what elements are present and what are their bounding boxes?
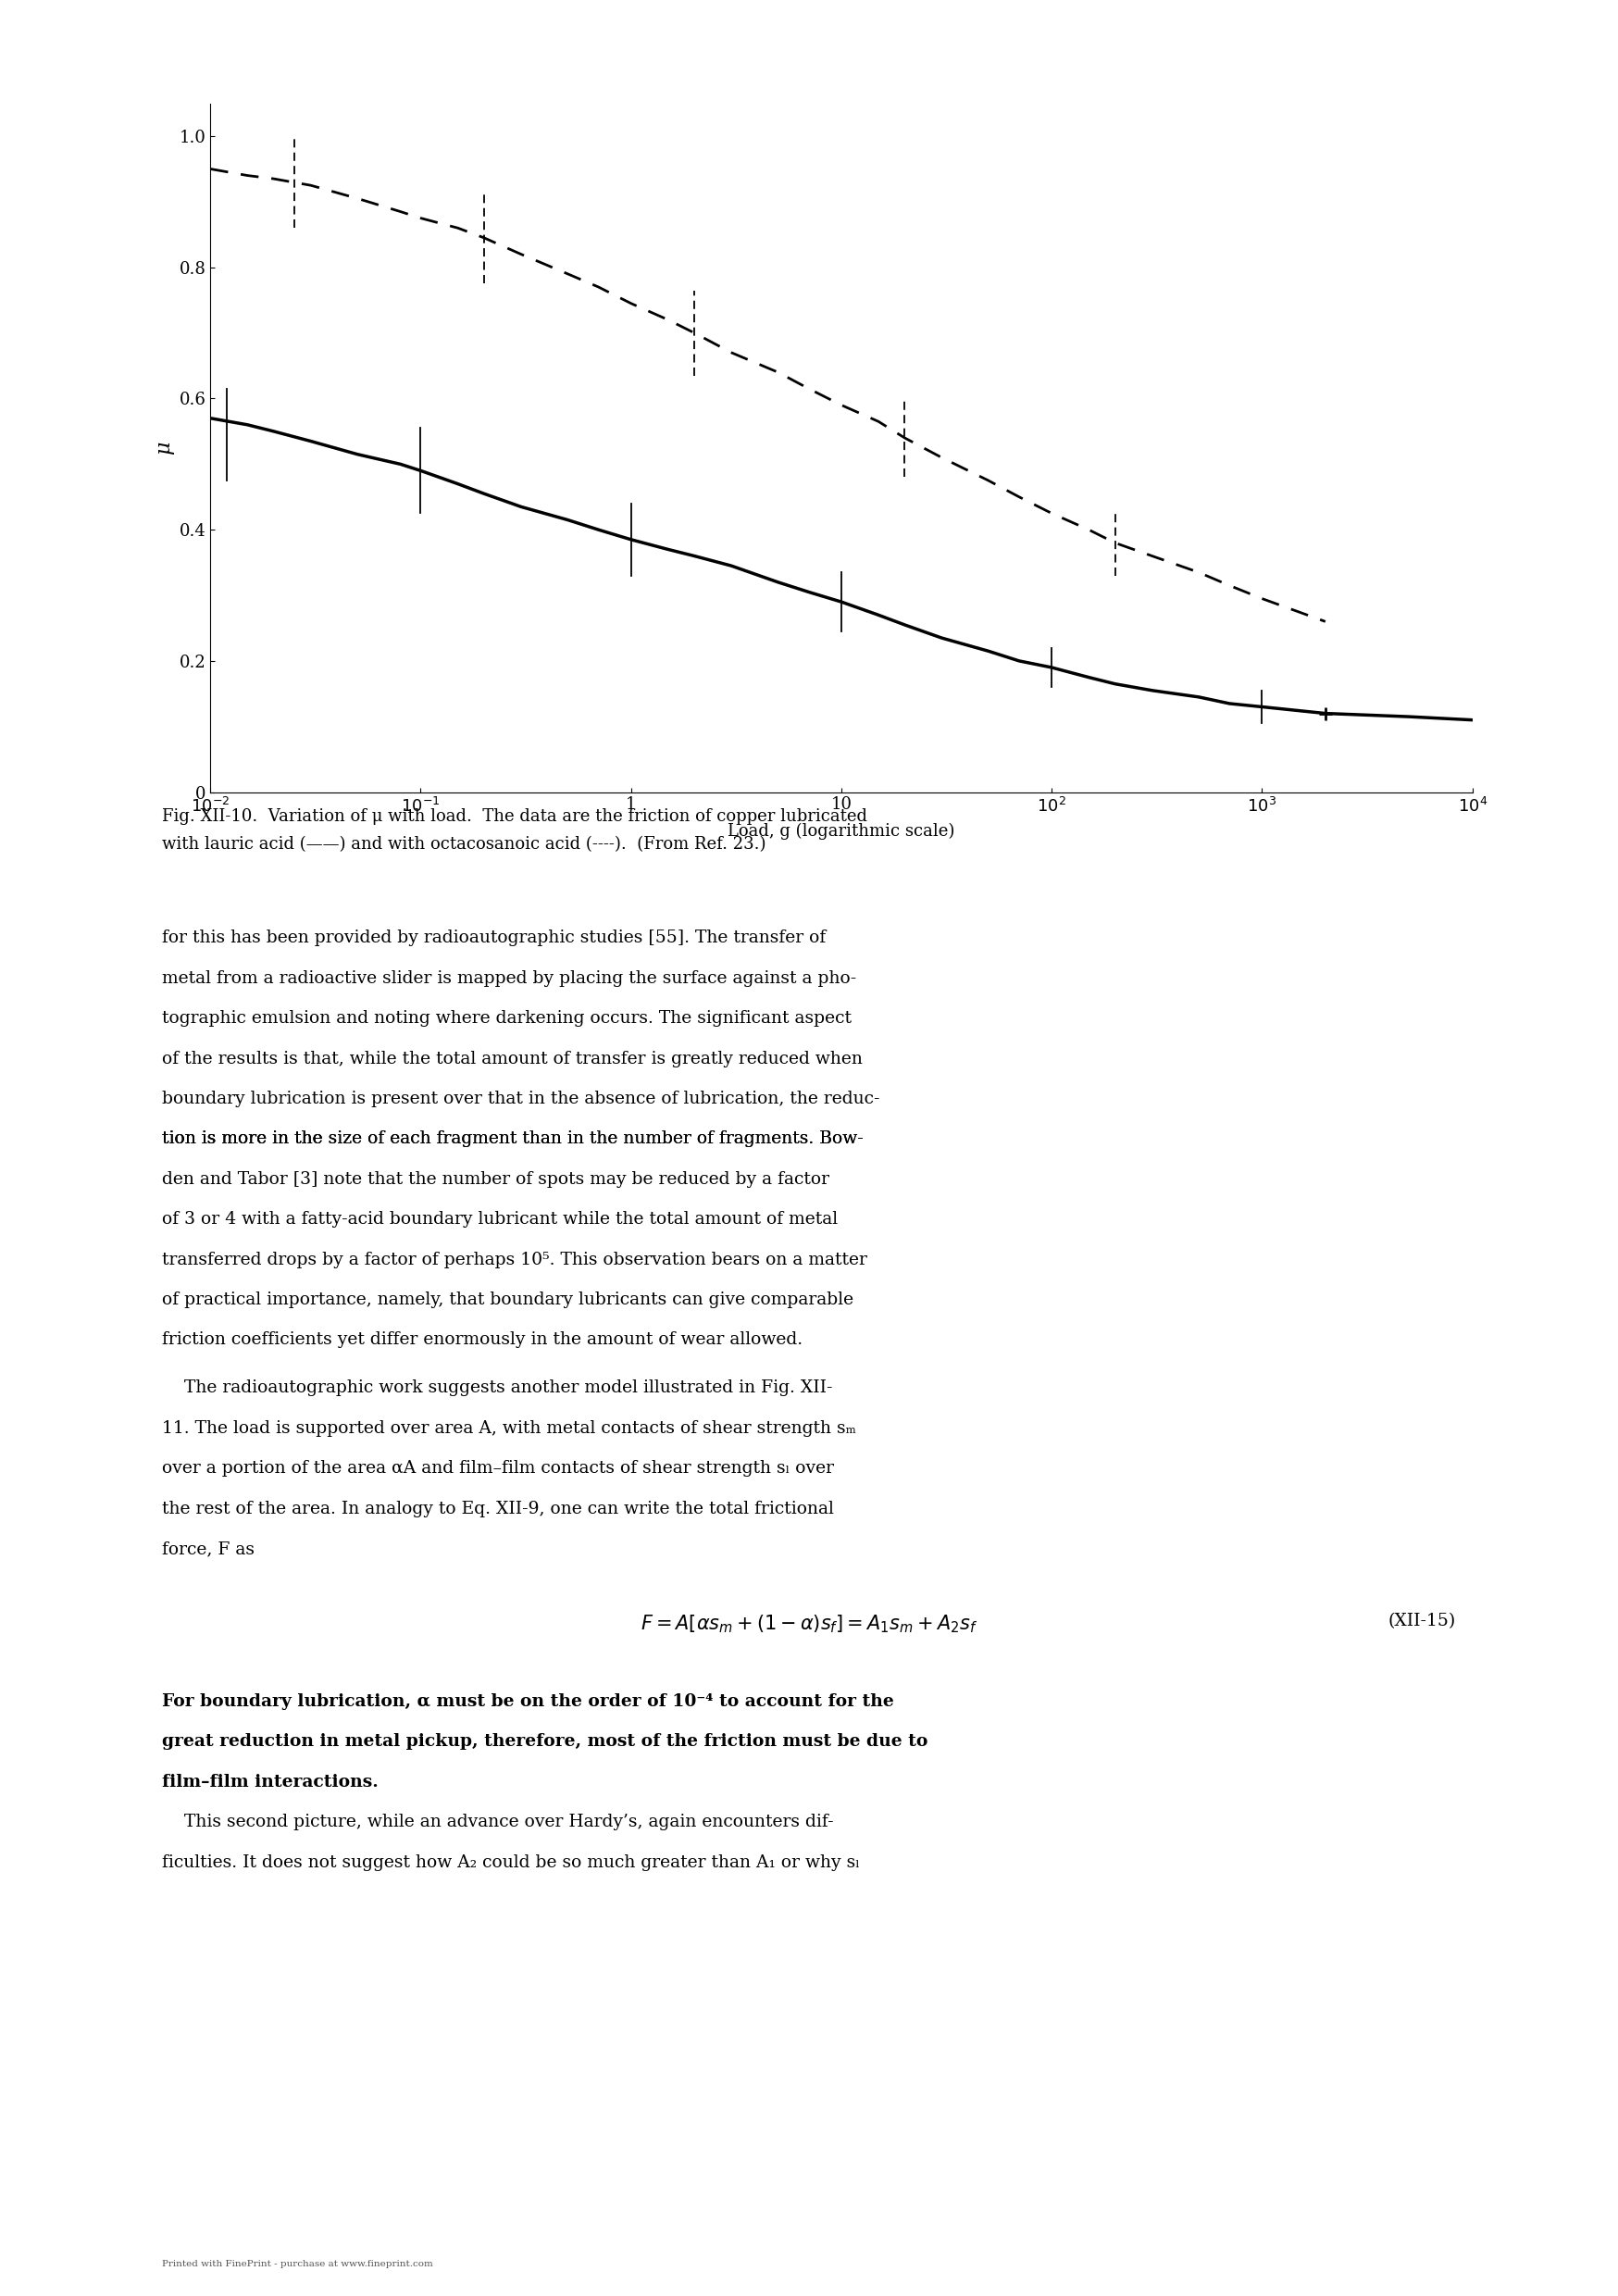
Text: (XII-15): (XII-15) (1388, 1612, 1456, 1630)
Text: friction coefficients yet differ enormously in the amount of wear allowed.: friction coefficients yet differ enormou… (162, 1332, 803, 1348)
Text: force, F as: force, F as (162, 1541, 254, 1557)
Text: This second picture, while an advance over Hardy’s, again encounters dif-: This second picture, while an advance ov… (162, 1814, 833, 1830)
Text: $F = A[\alpha s_m + (1 - \alpha)s_f] = A_1 s_m + A_2 s_f$: $F = A[\alpha s_m + (1 - \alpha)s_f] = A… (641, 1612, 977, 1635)
Text: boundary lubrication is present over that in the absence of lubrication, the red: boundary lubrication is present over tha… (162, 1091, 880, 1107)
Text: tion is more in the size of each fragment than in the number of fragments. Bow-: tion is more in the size of each fragmen… (162, 1130, 862, 1148)
Text: For boundary lubrication, α must be on the order of 10⁻⁴ to account for the: For boundary lubrication, α must be on t… (162, 1694, 893, 1711)
Text: great reduction in metal pickup, therefore, most of the friction must be due to: great reduction in metal pickup, therefo… (162, 1733, 927, 1750)
Text: for this has been provided by radioautographic studies [55]. The transfer of: for this has been provided by radioautog… (162, 930, 825, 946)
Text: with lauric acid (——) and with octacosanoic acid (----).  (From Ref. 23.): with lauric acid (——) and with octacosan… (162, 836, 765, 852)
Text: transferred drops by a factor of perhaps 10⁵. This observation bears on a matter: transferred drops by a factor of perhaps… (162, 1251, 867, 1267)
Y-axis label: μ: μ (154, 441, 175, 455)
Text: over a portion of the area αA and film–film contacts of shear strength sₗ over: over a portion of the area αA and film–f… (162, 1460, 833, 1476)
Text: tion is more in the size of each fragment than in the number of fragments. Bow-: tion is more in the size of each fragmen… (162, 1130, 862, 1148)
Text: film–film interactions.: film–film interactions. (162, 1775, 379, 1791)
Text: Fig. XII-10.  Variation of μ with load.  The data are the friction of copper lub: Fig. XII-10. Variation of μ with load. T… (162, 808, 867, 824)
Text: metal from a radioactive slider is mapped by placing the surface against a pho-: metal from a radioactive slider is mappe… (162, 969, 856, 987)
Text: Printed with FinePrint - purchase at www.fineprint.com: Printed with FinePrint - purchase at www… (162, 2259, 432, 2268)
Text: ficulties. It does not suggest how A₂ could be so much greater than A₁ or why sₗ: ficulties. It does not suggest how A₂ co… (162, 1855, 859, 1871)
Text: 11. The load is supported over area A, with metal contacts of shear strength sₘ: 11. The load is supported over area A, w… (162, 1419, 856, 1437)
Text: The radioautographic work suggests another model illustrated in Fig. XII-: The radioautographic work suggests anoth… (162, 1380, 832, 1396)
Text: of 3 or 4 with a fatty-acid boundary lubricant while the total amount of metal: of 3 or 4 with a fatty-acid boundary lub… (162, 1210, 838, 1228)
Text: of the results is that, while the total amount of transfer is greatly reduced wh: of the results is that, while the total … (162, 1049, 862, 1068)
Text: the rest of the area. In analogy to Eq. XII-9, one can write the total frictiona: the rest of the area. In analogy to Eq. … (162, 1502, 833, 1518)
X-axis label: Load, g (logarithmic scale): Load, g (logarithmic scale) (728, 822, 955, 840)
Text: of practical importance, namely, that boundary lubricants can give comparable: of practical importance, namely, that bo… (162, 1290, 853, 1309)
Text: tion is more in the: tion is more in the (162, 1130, 328, 1148)
Text: den and Tabor [3] note that the number of spots may be reduced by a factor: den and Tabor [3] note that the number o… (162, 1171, 828, 1187)
Text: tographic emulsion and noting where darkening occurs. The significant aspect: tographic emulsion and noting where dark… (162, 1010, 851, 1026)
